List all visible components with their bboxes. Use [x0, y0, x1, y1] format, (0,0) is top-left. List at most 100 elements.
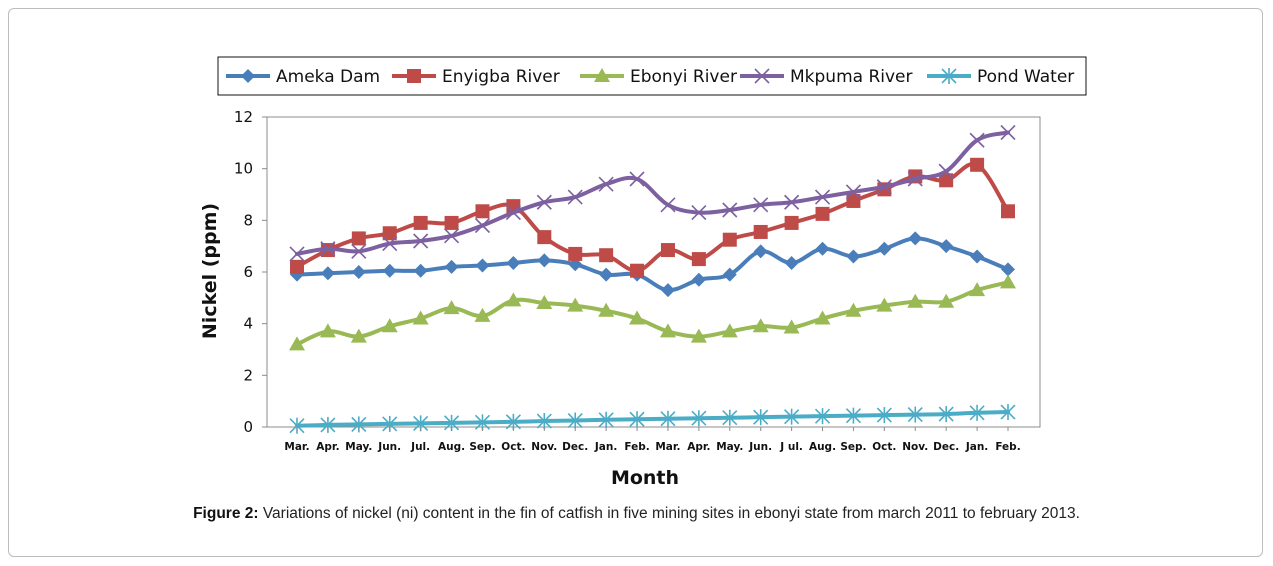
data-point-pond-water	[876, 407, 892, 424]
plot-area	[266, 116, 1041, 434]
y-tick-label: 8	[243, 211, 253, 229]
x-tick-label: Dec.	[562, 441, 588, 453]
data-point-ebonyi-river	[721, 323, 738, 338]
data-point-enyigba-river	[568, 246, 583, 261]
legend-item-ebonyi-river: Ebonyi River	[580, 67, 737, 87]
data-point-ameka-dam	[691, 272, 706, 287]
data-point-ameka-dam	[722, 267, 737, 282]
data-point-ebonyi-river	[690, 328, 707, 343]
data-point-ebonyi-river	[1000, 274, 1016, 289]
x-tick-label: Feb.	[995, 441, 1020, 453]
x-tick-label: Jan.	[965, 441, 988, 453]
data-point-mkpuma-river	[845, 184, 862, 200]
data-point-ebonyi-river	[629, 310, 646, 325]
data-point-mkpuma-river	[907, 171, 923, 187]
data-point-ebonyi-river	[474, 307, 491, 322]
data-point-enyigba-river	[784, 215, 799, 230]
data-point-enyigba-river	[537, 230, 552, 245]
x-tick-label: Oct.	[872, 441, 896, 453]
data-point-ebonyi-river	[505, 292, 522, 307]
x-tick-label: J ul.	[779, 441, 803, 453]
data-point-enyigba-river	[290, 259, 304, 274]
legend-label-mkpuma-river: Mkpuma River	[790, 67, 913, 87]
series-pond-water	[289, 404, 1016, 434]
y-tick-label: 10	[234, 160, 253, 178]
data-point-ebonyi-river	[938, 293, 955, 308]
data-point-enyigba-river	[970, 157, 985, 172]
data-point-pond-water	[814, 408, 831, 425]
data-point-ebonyi-river	[969, 282, 986, 297]
x-tick-label: Jan.	[594, 441, 617, 453]
x-tick-label: Mar.	[284, 441, 309, 453]
data-point-pond-water	[567, 412, 583, 429]
data-point-pond-water	[598, 411, 614, 428]
legend-marker-ebonyi-river	[594, 68, 610, 82]
data-point-mkpuma-river	[474, 217, 491, 234]
data-point-mkpuma-river	[629, 171, 645, 187]
data-point-ameka-dam	[320, 266, 335, 281]
series-ebonyi-river	[289, 274, 1016, 351]
data-point-enyigba-river	[413, 215, 428, 230]
data-point-pond-water	[1000, 404, 1016, 421]
data-point-mkpuma-river	[753, 197, 769, 213]
series-line-pond-water	[295, 410, 1010, 428]
y-axis-title: Nickel (ppm)	[199, 203, 221, 339]
data-point-ebonyi-river	[443, 300, 460, 315]
x-tick-label: Feb.	[624, 441, 649, 453]
data-point-pond-water	[753, 409, 769, 426]
data-point-mkpuma-river	[784, 194, 800, 210]
data-point-enyigba-river	[846, 193, 861, 208]
x-tick-label: Oct.	[501, 441, 525, 453]
data-point-ebonyi-river	[319, 323, 336, 338]
data-point-mkpuma-river	[567, 189, 583, 205]
data-point-pond-water	[691, 410, 707, 427]
data-point-enyigba-river	[815, 206, 830, 221]
legend-marker-enyigba-river	[407, 69, 421, 83]
data-point-enyigba-river	[351, 231, 366, 246]
data-point-ameka-dam	[382, 263, 397, 278]
legend-marker-ameka-dam	[241, 69, 255, 83]
data-point-enyigba-river	[660, 243, 675, 258]
x-tick-label: Jun.	[377, 441, 401, 453]
data-point-pond-water	[629, 411, 645, 428]
data-point-mkpuma-river	[876, 179, 892, 195]
data-point-ameka-dam	[1001, 262, 1015, 277]
data-point-pond-water	[969, 404, 985, 421]
data-point-ameka-dam	[939, 239, 954, 254]
data-point-ameka-dam	[599, 267, 614, 282]
legend-label-ebonyi-river: Ebonyi River	[630, 67, 737, 87]
data-point-ebonyi-river	[752, 318, 769, 333]
data-point-enyigba-river	[753, 224, 768, 239]
data-point-ameka-dam	[753, 244, 768, 259]
data-point-ebonyi-river	[412, 310, 429, 325]
y-tick-label: 2	[243, 366, 253, 384]
series-mkpuma-river	[289, 124, 1016, 262]
data-point-ebonyi-river	[289, 336, 305, 351]
series-enyigba-river	[290, 157, 1015, 278]
legend-label-ameka-dam: Ameka Dam	[276, 67, 380, 87]
caption-label: Figure 2:	[193, 505, 259, 522]
data-point-ameka-dam	[475, 258, 490, 273]
data-point-ameka-dam	[444, 259, 459, 274]
data-point-ameka-dam	[537, 253, 552, 268]
x-axis-title: Month	[611, 467, 679, 489]
data-point-mkpuma-river	[691, 205, 707, 221]
data-point-mkpuma-river	[351, 243, 367, 259]
legend-marker-mkpuma-river	[754, 68, 770, 84]
data-point-enyigba-river	[475, 204, 490, 219]
legend-label-enyigba-river: Enyigba River	[442, 67, 560, 87]
x-tick-label: Aug.	[438, 441, 465, 453]
x-tick-label: Jun.	[748, 441, 772, 453]
figure-caption: Figure 2: Variations of nickel (ni) cont…	[0, 505, 1273, 523]
x-tick-label: May.	[345, 441, 372, 453]
chart-legend: Ameka Dam Enyigba River Ebonyi River Mkpuma…	[217, 56, 1087, 96]
data-point-mkpuma-river	[413, 233, 429, 249]
x-tick-label: Sep.	[840, 441, 866, 453]
data-point-mkpuma-river	[505, 205, 521, 221]
figure-frame	[8, 8, 1263, 557]
data-point-mkpuma-river	[814, 189, 831, 205]
data-point-pond-water	[938, 406, 954, 423]
data-point-ameka-dam	[660, 283, 675, 298]
y-axis-ticks: 0 2 4 6 8 10 12	[234, 108, 267, 436]
